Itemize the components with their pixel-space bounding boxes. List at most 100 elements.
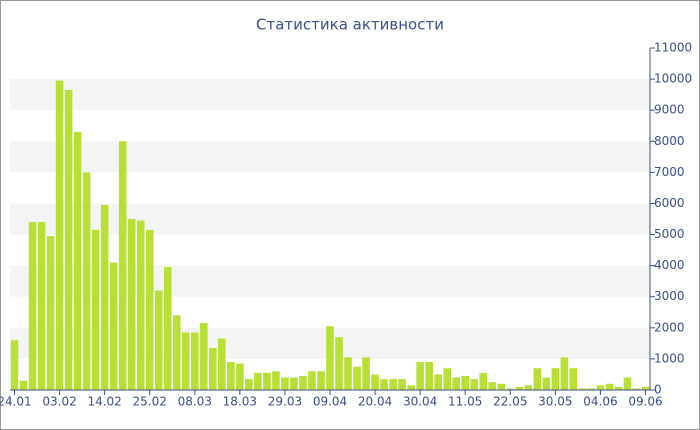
bar xyxy=(452,377,460,390)
y-tick-label: 11000 xyxy=(654,41,692,55)
bar xyxy=(641,386,650,390)
bar xyxy=(163,267,172,390)
bar xyxy=(127,219,136,390)
bar xyxy=(227,362,235,390)
bar xyxy=(479,372,488,390)
y-tick-label: 3000 xyxy=(654,289,685,303)
x-tick-label: 04.06 xyxy=(583,395,617,409)
x-tick-label: 30.05 xyxy=(538,395,572,409)
bar xyxy=(416,362,424,390)
bar xyxy=(407,385,415,390)
bar xyxy=(461,376,469,390)
x-tick-label: 24.01 xyxy=(0,395,32,409)
bar xyxy=(218,338,226,390)
bar xyxy=(470,379,479,390)
bar xyxy=(91,229,100,390)
bar xyxy=(434,374,442,390)
bar xyxy=(623,377,632,390)
bar xyxy=(542,377,551,390)
bar xyxy=(136,220,145,390)
bar xyxy=(55,80,64,391)
bar xyxy=(100,205,109,390)
bar xyxy=(443,368,451,390)
bar xyxy=(506,388,515,390)
chart-title: Статистика активности xyxy=(256,16,444,34)
x-tick-label: 09.06 xyxy=(628,395,662,409)
y-tick-label: 10000 xyxy=(654,72,692,86)
bar xyxy=(290,377,298,390)
x-tick-label: 11.05 xyxy=(448,395,482,409)
bar xyxy=(398,379,406,390)
bar xyxy=(425,362,433,390)
bar xyxy=(64,89,73,391)
bar xyxy=(73,131,82,391)
bar xyxy=(587,388,596,390)
bar xyxy=(344,357,352,390)
bar xyxy=(181,332,190,390)
bar xyxy=(632,388,641,390)
x-tick-label: 03.02 xyxy=(42,395,76,409)
bar xyxy=(317,371,325,390)
bar xyxy=(299,376,307,390)
bar xyxy=(353,366,361,390)
bar xyxy=(524,385,533,390)
y-tick-label: 1000 xyxy=(654,351,685,365)
grid-band xyxy=(10,203,650,235)
x-tick-label: 14.02 xyxy=(87,395,121,409)
x-tick-label: 25.02 xyxy=(133,395,167,409)
bar xyxy=(245,379,253,390)
bar xyxy=(37,222,46,390)
bar xyxy=(46,236,55,390)
bar xyxy=(82,172,91,390)
x-tick-label: 18.03 xyxy=(223,395,257,409)
x-tick-label: 22.05 xyxy=(493,395,527,409)
grid-band xyxy=(10,141,650,173)
bar xyxy=(172,315,181,390)
y-tick-label: 0 xyxy=(654,383,662,397)
y-tick-label: 2000 xyxy=(654,320,685,334)
y-tick-label: 5000 xyxy=(654,227,685,241)
bar xyxy=(515,386,524,390)
bar xyxy=(371,374,379,390)
bar xyxy=(154,290,163,390)
x-tick-label: 08.03 xyxy=(178,395,212,409)
bar xyxy=(569,368,578,390)
bar xyxy=(209,348,217,390)
y-tick-label: 8000 xyxy=(654,134,685,148)
bar xyxy=(560,357,569,390)
x-tick-label: 20.04 xyxy=(358,395,392,409)
bar xyxy=(308,371,316,390)
bar xyxy=(200,323,208,390)
x-tick-label: 09.04 xyxy=(313,395,347,409)
bar xyxy=(109,262,118,390)
bar xyxy=(362,357,370,390)
y-tick-label: 7000 xyxy=(654,165,685,179)
bar xyxy=(596,385,605,390)
y-tick-label: 4000 xyxy=(654,258,685,272)
bar xyxy=(191,332,199,390)
bar xyxy=(326,326,334,390)
bar xyxy=(605,383,614,390)
bar xyxy=(551,368,560,390)
bar xyxy=(614,386,623,390)
bar xyxy=(118,141,127,390)
grid-band xyxy=(10,79,650,111)
y-tick-label: 9000 xyxy=(654,103,685,117)
bar xyxy=(497,383,506,390)
bar xyxy=(533,368,542,390)
bar xyxy=(254,372,262,390)
bar xyxy=(389,379,397,390)
x-tick-label: 30.04 xyxy=(403,395,437,409)
y-tick-label: 6000 xyxy=(654,196,685,210)
bar xyxy=(380,379,388,390)
bar xyxy=(19,380,28,390)
bar xyxy=(578,388,587,390)
bar xyxy=(145,229,154,390)
bar xyxy=(28,222,37,390)
bar xyxy=(272,371,280,390)
bar xyxy=(236,363,244,390)
bar xyxy=(281,377,289,390)
bar xyxy=(10,340,19,390)
